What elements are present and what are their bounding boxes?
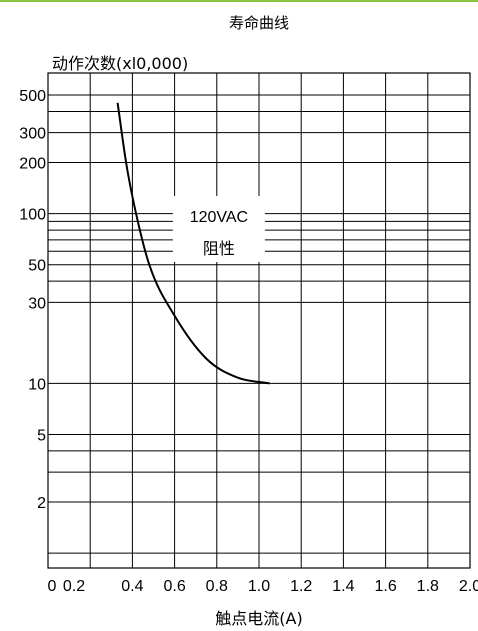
y-tick-label: 200: [19, 156, 46, 173]
chart-title: 寿命曲线: [228, 14, 289, 32]
top-accent-rule: [0, 0, 478, 2]
annotation: 120VAC 阻性: [190, 209, 248, 258]
x-tick-labels: 0 0.2 0.4 0.6 0.8 1.0 1.2 1.4 1.6 1.8 2.0: [48, 578, 478, 595]
series-curves: [116, 102, 270, 385]
grid-lines: [47, 72, 471, 569]
x-tick-label: 0.8: [206, 578, 228, 595]
x-tick-label: 0.6: [163, 578, 185, 595]
x-tick-label: 0: [48, 578, 57, 595]
y-tick-label: 10: [28, 376, 46, 393]
y-tick-label: 50: [28, 258, 46, 275]
y-tick-label: 500: [19, 88, 46, 105]
x-tick-label: 0.2: [63, 578, 85, 595]
x-axis-label: 触点电流(A): [215, 609, 303, 628]
life-curve-line: [116, 102, 270, 385]
annotation-line-1: 120VAC: [190, 209, 248, 226]
annotation-mask: [172, 196, 265, 262]
y-tick-label: 100: [19, 207, 46, 224]
annotation-background: [172, 196, 265, 262]
y-tick-label: 30: [28, 295, 46, 312]
x-tick-label: 2.0: [459, 578, 478, 595]
x-tick-label: 1.4: [332, 578, 354, 595]
x-tick-label: 1.2: [290, 578, 312, 595]
x-tick-label: 1.8: [417, 578, 439, 595]
annotation-line-2: 阻性: [203, 239, 235, 258]
x-tick-label: 1.0: [248, 578, 270, 595]
x-tick-label: 0.4: [121, 578, 143, 595]
y-tick-labels: 500 300 200 100 50 30 10 5 2: [19, 88, 46, 512]
y-tick-label: 2: [37, 495, 46, 512]
y-tick-label: 5: [37, 427, 46, 444]
y-tick-label: 300: [19, 126, 46, 143]
x-tick-label: 1.6: [374, 578, 396, 595]
y-axis-label: 动作次数(xl0,000): [52, 54, 189, 73]
